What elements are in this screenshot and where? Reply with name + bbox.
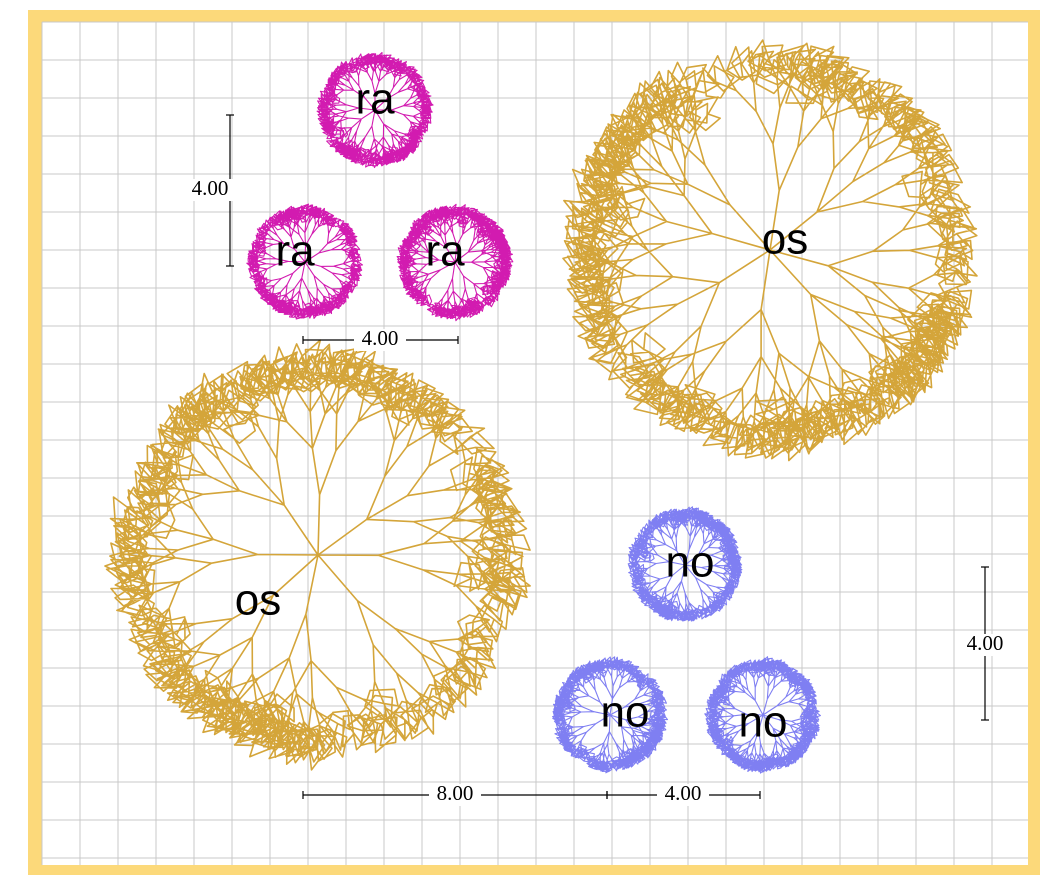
blob-art bbox=[316, 51, 434, 169]
dimension-label: 8.00 bbox=[437, 781, 474, 805]
blob-label: ra bbox=[275, 227, 315, 276]
blob-label: os bbox=[235, 576, 281, 625]
dimension-label: 4.00 bbox=[967, 631, 1004, 655]
dimension-label-bg bbox=[959, 634, 1011, 656]
blob-label: ra bbox=[355, 75, 395, 124]
blob-art bbox=[552, 656, 669, 774]
blob-art bbox=[246, 203, 364, 320]
dimension-label-bg bbox=[657, 784, 709, 806]
blob-art bbox=[704, 656, 821, 774]
blob-label: no bbox=[739, 698, 788, 747]
blob-art bbox=[104, 339, 531, 771]
blob-art bbox=[396, 203, 514, 322]
dimension-label-bg bbox=[354, 329, 406, 351]
dimension-label: 4.00 bbox=[362, 326, 399, 350]
labels: ra ra ra os os no no no bbox=[235, 75, 808, 747]
blob-label: os bbox=[762, 215, 808, 264]
dimension-label-bg bbox=[429, 784, 481, 806]
blob-label: no bbox=[666, 538, 715, 587]
blobs bbox=[104, 39, 978, 774]
blob-art bbox=[562, 39, 978, 462]
dimension-label: 4.00 bbox=[192, 176, 229, 200]
dimensions: 4.00 4.00 8.00 4.00 4.00 bbox=[184, 114, 1011, 806]
blob-label: ra bbox=[425, 227, 465, 276]
dimension-label-bg bbox=[184, 179, 236, 201]
dimension-label: 4.00 bbox=[665, 781, 702, 805]
blob-art bbox=[627, 506, 743, 622]
blob-label: no bbox=[601, 688, 650, 737]
